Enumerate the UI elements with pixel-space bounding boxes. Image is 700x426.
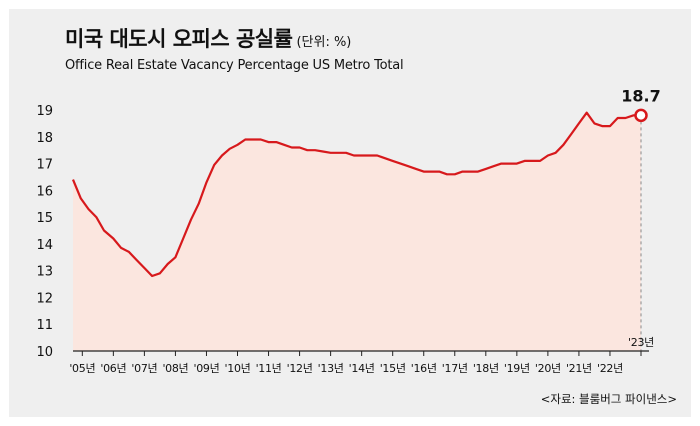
y-tick-label: 18 <box>36 131 53 146</box>
x-tick-label: '16년 <box>411 362 437 375</box>
series-line <box>71 111 641 278</box>
y-tick-label: 10 <box>36 345 53 360</box>
vacancy-line-chart: 10 11 12 13 14 15 16 17 18 19 '05년 '06년 '07년 '08년 '09년… <box>36 86 660 375</box>
x-tick-label: '12년 <box>287 362 313 375</box>
last-year-label: '23년 <box>628 336 654 349</box>
y-tick-label: 12 <box>36 291 53 306</box>
x-tick-label: '21년 <box>566 362 592 375</box>
y-tick-label: 15 <box>36 211 53 226</box>
area-fill <box>73 112 641 351</box>
x-tick-label: '10년 <box>225 362 251 375</box>
unit-label: (단위: %) <box>296 35 352 50</box>
x-tick-label: '18년 <box>473 362 499 375</box>
x-tick-label: '19년 <box>504 362 530 375</box>
y-tick-label: 19 <box>36 104 53 119</box>
chart-subtitle: Office Real Estate Vacancy Percentage US… <box>65 58 404 73</box>
highlight-value-label: 18.7 <box>621 86 660 105</box>
x-tick-label: '15년 <box>380 362 406 375</box>
x-tick-label: '11년 <box>256 362 282 375</box>
chart-card: 미국 대도시 오피스 공실률 (단위: %) Office Real Estate… <box>9 9 691 417</box>
y-tick-label: 11 <box>36 318 53 333</box>
x-tick-label: '06년 <box>100 362 126 375</box>
x-tick-label: '17년 <box>442 362 468 375</box>
y-tick-label: 16 <box>36 184 53 199</box>
title-row: 미국 대도시 오피스 공실률 (단위: %) <box>65 23 351 53</box>
y-tick-label: 13 <box>36 265 53 280</box>
x-tick-label: '05년 <box>69 362 95 375</box>
x-tick-label: '22년 <box>597 362 623 375</box>
x-tick-label: '08년 <box>162 362 188 375</box>
source-note: <자료: 블룸버그 파이낸스> <box>540 392 677 406</box>
highlight-marker <box>634 108 648 123</box>
x-tick-label: '14년 <box>349 362 375 375</box>
chart-title: 미국 대도시 오피스 공실률 <box>65 27 293 51</box>
y-tick-label: 17 <box>36 158 53 173</box>
x-tick-label: '20년 <box>535 362 561 375</box>
x-tick-label: '13년 <box>318 362 344 375</box>
x-tick-label: '09년 <box>193 362 219 375</box>
y-tick-label: 14 <box>36 238 53 253</box>
x-tick-label: '07년 <box>131 362 157 375</box>
